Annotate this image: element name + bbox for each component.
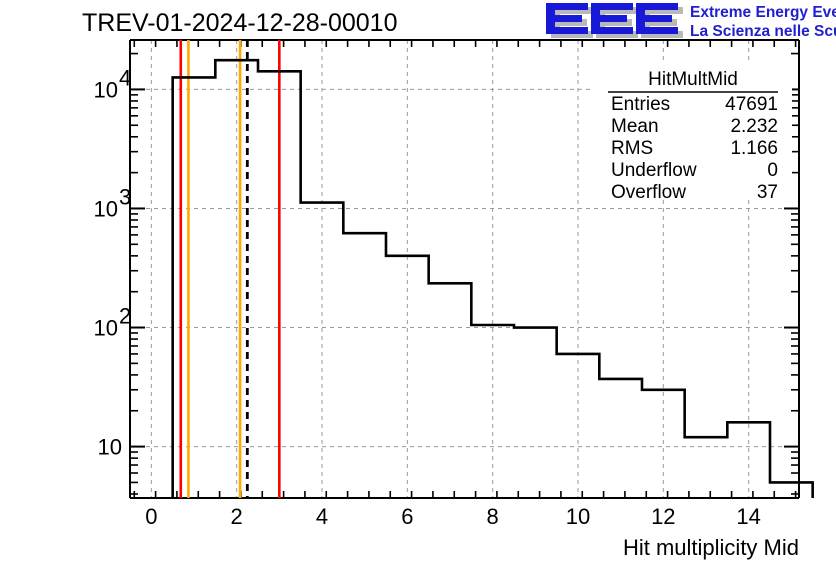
stats-box: HitMultMid Entries 47691 Mean 2.232 RMS …	[594, 64, 792, 203]
vertical-markers	[179, 40, 281, 498]
stats-box-background	[594, 64, 792, 200]
stats-value-rms: 1.166	[730, 138, 778, 159]
x-axis-ticks	[133, 40, 797, 498]
logo-line-1: Extreme Energy Events	[690, 4, 836, 21]
y-tick-label: 10 2	[94, 304, 132, 341]
svg-text:3: 3	[119, 184, 131, 209]
y-tick-label: 10 3	[94, 184, 132, 221]
x-tick-label: 4	[316, 504, 328, 529]
page-title: TREV-01-2024-12-28-00010	[82, 9, 397, 37]
stats-label-entries: Entries	[611, 94, 670, 115]
stats-title: HitMultMid	[648, 69, 738, 90]
stats-label-underflow: Underflow	[611, 160, 697, 181]
eee-logo-mark-main	[546, 3, 678, 34]
eee-logo: Extreme Energy Events La Scienza nelle S…	[546, 3, 836, 40]
x-tick-label: 0	[145, 504, 157, 529]
stats-value-underflow: 0	[767, 160, 778, 181]
x-tick-label: 6	[401, 504, 413, 529]
svg-text:10: 10	[98, 435, 122, 460]
stats-value-entries: 47691	[725, 94, 778, 115]
x-axis-tick-labels: 0 2 4 6 8 10 12 14	[145, 504, 761, 529]
x-tick-label: 14	[736, 504, 760, 529]
x-axis-label: Hit multiplicity Mid	[623, 535, 799, 560]
stats-value-overflow: 37	[757, 182, 778, 203]
logo-line-2: La Scienza nelle Scuole	[690, 23, 836, 40]
svg-text:10: 10	[94, 196, 118, 221]
x-tick-label: 8	[487, 504, 499, 529]
stats-label-overflow: Overflow	[611, 182, 686, 203]
eee-logo-mark	[546, 3, 683, 38]
svg-text:10: 10	[94, 77, 118, 102]
eee-logo-mark-shadow	[551, 7, 683, 38]
stats-label-mean: Mean	[611, 116, 659, 137]
svg-text:4: 4	[119, 65, 131, 90]
stats-label-rms: RMS	[611, 138, 653, 159]
x-tick-label: 2	[231, 504, 243, 529]
svg-text:2: 2	[119, 304, 131, 329]
y-tick-label: 10	[98, 435, 122, 460]
y-tick-label: 10 4	[94, 65, 132, 102]
histogram-outline	[171, 58, 814, 498]
x-tick-label: 10	[566, 504, 590, 529]
svg-text:10: 10	[94, 316, 118, 341]
stats-value-mean: 2.232	[730, 116, 778, 137]
x-tick-label: 12	[651, 504, 675, 529]
